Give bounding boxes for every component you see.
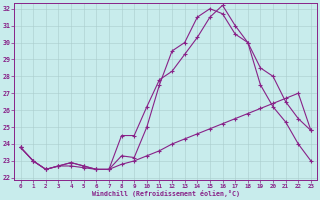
X-axis label: Windchill (Refroidissement éolien,°C): Windchill (Refroidissement éolien,°C) [92, 190, 240, 197]
